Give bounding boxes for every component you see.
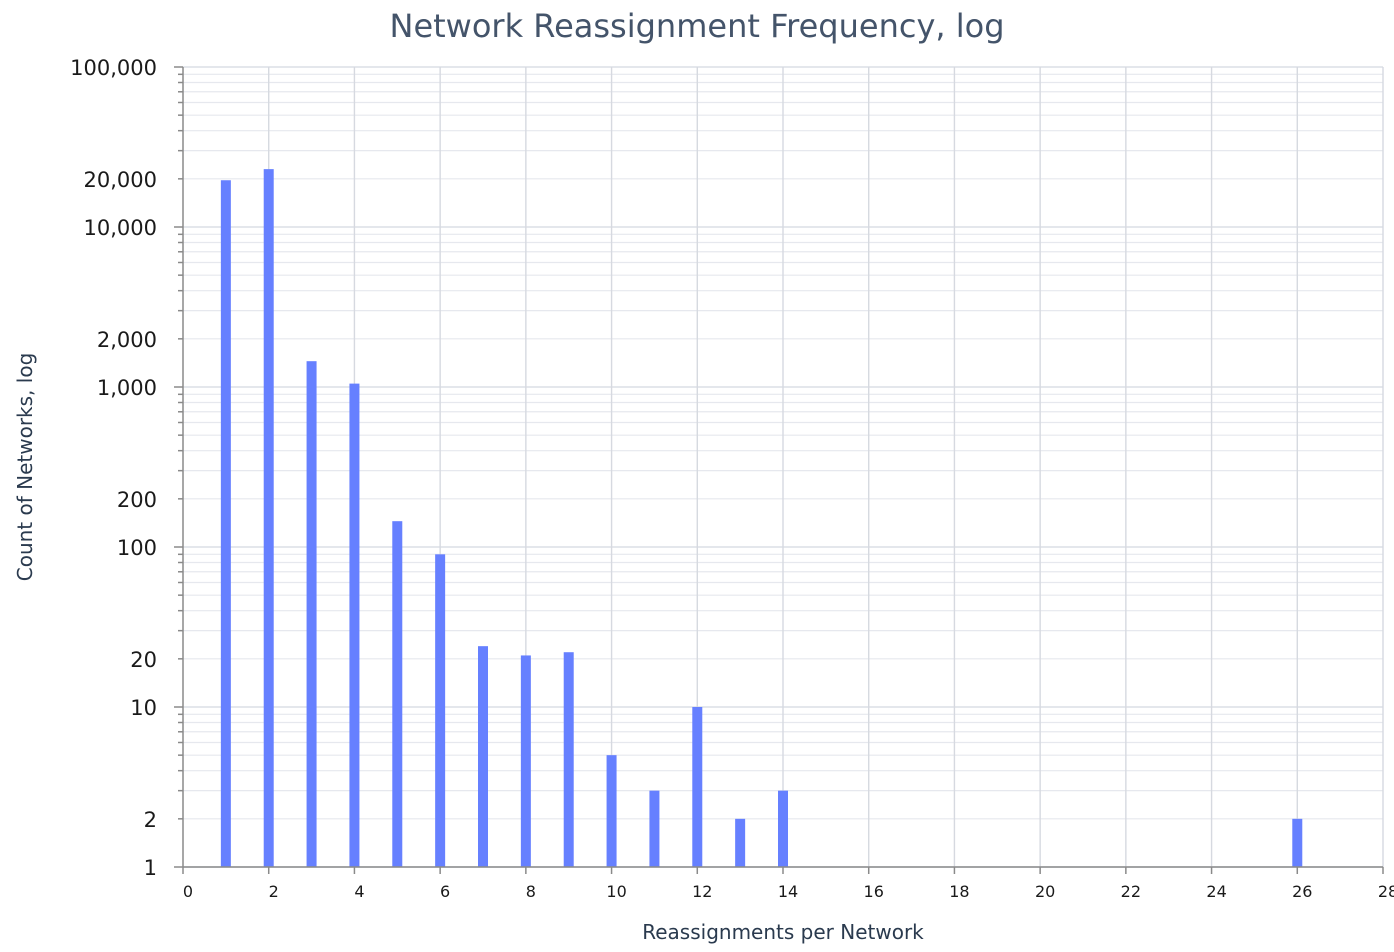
x-tick-label: 14 (778, 882, 798, 901)
bar-1 (220, 180, 231, 868)
x-tick-label: 10 (606, 882, 626, 901)
y-tick-label: 100,000 (70, 56, 157, 80)
y-tick-label: 2 (144, 808, 157, 832)
bar-8 (520, 655, 531, 867)
axes (174, 66, 1384, 874)
bar-10 (606, 755, 617, 867)
x-tick-label: 28 (1378, 882, 1394, 901)
y-tick-label: 2,000 (97, 328, 157, 352)
y-tick-label: 1 (144, 856, 157, 880)
y-tick-label: 200 (117, 488, 157, 512)
y-tick-label: 10,000 (84, 216, 157, 240)
y-tick-label: 100 (117, 536, 157, 560)
x-tick-label: 12 (692, 882, 712, 901)
y-tick-labels: 1 2 10 20 100 200 1,000 2,000 10,000 20,000 100,00… (70, 56, 157, 880)
x-tick-label: 4 (354, 882, 364, 901)
bar-26 (1292, 818, 1303, 867)
x-tick-label: 20 (1035, 882, 1055, 901)
y-tick-label: 20,000 (84, 168, 157, 192)
x-axis-label: Reassignments per Network (642, 920, 924, 944)
x-tick-label: 22 (1121, 882, 1141, 901)
y-tick-label: 20 (130, 648, 157, 672)
x-tick-label: 16 (864, 882, 884, 901)
bar-14 (778, 790, 788, 867)
x-tick-labels: 0 2 4 6 8 10 12 14 16 18 20 22 24 26 28 (183, 882, 1394, 901)
bar-6 (435, 554, 446, 867)
bar-5 (392, 521, 403, 867)
x-tick-label: 18 (949, 882, 969, 901)
y-tick-label: 10 (130, 696, 157, 720)
grid (183, 66, 1384, 868)
x-tick-label: 8 (526, 882, 536, 901)
x-tick-label: 2 (269, 882, 279, 901)
bar-13 (735, 818, 746, 867)
chart-title: Network Reassignment Frequency, log (390, 7, 1005, 45)
bar-11 (649, 790, 660, 867)
x-tick-label: 0 (183, 882, 193, 901)
y-axis-label: Count of Networks, log (13, 353, 37, 582)
bar-9 (563, 652, 574, 867)
x-tick-label: 24 (1206, 882, 1226, 901)
bar-2 (263, 169, 274, 868)
x-tick-label: 6 (440, 882, 450, 901)
bar-3 (306, 361, 317, 867)
bar-12 (692, 707, 703, 867)
bars (220, 169, 1303, 868)
y-tick-label: 1,000 (97, 376, 157, 400)
bar-7 (478, 646, 488, 867)
x-tick-label: 26 (1292, 882, 1312, 901)
bar-4 (349, 383, 360, 867)
